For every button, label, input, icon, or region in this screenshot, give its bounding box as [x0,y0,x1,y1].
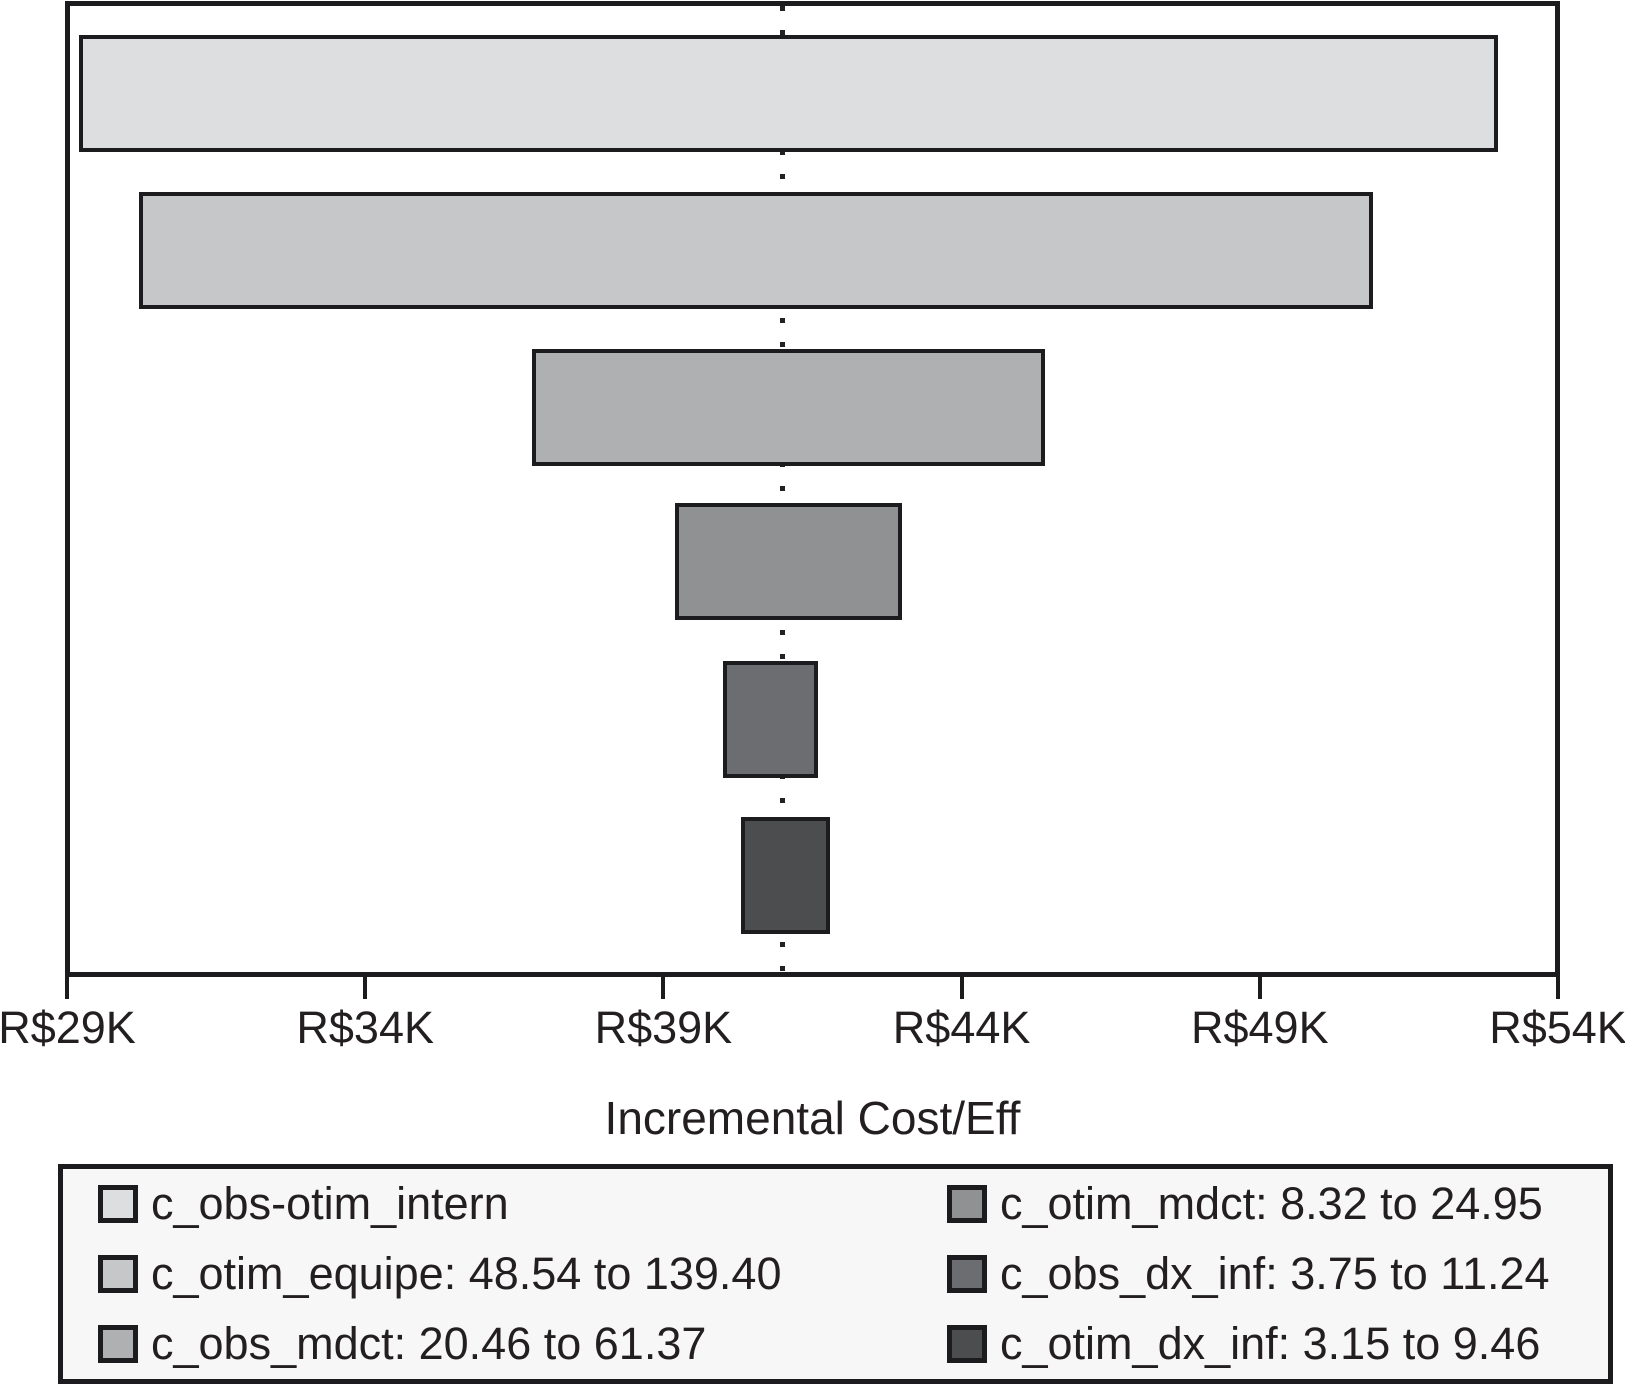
legend-item-c_obs_dx_inf: c_obs_dx_inf: 3.75 to 11.24 [947,1245,1550,1303]
legend-label: c_obs-otim_intern [151,1178,509,1229]
legend-swatch [947,1185,987,1223]
plot-area-frame [65,1,1560,977]
x-axis-tick [1556,977,1560,999]
tornado-bar-c_obs_mdct [532,349,1046,466]
x-axis-title: Incremental Cost/Eff [604,1092,1021,1144]
legend-label: c_obs_mdct: 20.46 to 61.37 [151,1318,707,1369]
tornado-bar-c_obs-otim_intern [78,35,1499,152]
tornado-bar-c_otim_dx_inf [740,817,831,934]
legend-swatch [947,1325,987,1363]
tornado-bar-c_otim_mdct [675,503,902,620]
x-axis-tick [1257,977,1262,999]
x-axis-tick-label: R$29K [0,1002,136,1053]
x-axis-tick-label: R$49K [1191,1002,1329,1053]
x-axis-tick [65,977,69,999]
legend-item-c_obs_mdct: c_obs_mdct: 20.46 to 61.37 [98,1315,706,1373]
legend-label: c_otim_mdct: 8.32 to 24.95 [1000,1178,1543,1229]
legend-swatch [98,1185,138,1223]
legend-item-c_otim_dx_inf: c_otim_dx_inf: 3.15 to 9.46 [947,1315,1540,1373]
x-axis-tick-label: R$44K [892,1002,1031,1053]
legend-label: c_otim_equipe: 48.54 to 139.40 [151,1248,782,1299]
x-axis-tick [661,977,666,999]
legend-swatch [98,1325,138,1363]
legend-item-c_obs-otim_intern: c_obs-otim_intern [98,1175,509,1233]
legend-swatch [98,1255,138,1293]
legend-item-c_otim_equipe: c_otim_equipe: 48.54 to 139.40 [98,1245,781,1303]
legend-box: c_obs-otim_intern c_otim_equipe: 48.54 to… [58,1164,1613,1384]
legend-item-c_otim_mdct: c_otim_mdct: 8.32 to 24.95 [947,1175,1543,1233]
x-axis-tick-label: R$34K [296,1002,434,1053]
tornado-bar-c_otim_equipe [138,192,1374,309]
x-axis-tick-label: R$39K [594,1002,733,1053]
legend-label: c_obs_dx_inf: 3.75 to 11.24 [1000,1248,1550,1299]
x-axis-tick [959,977,964,999]
expected-value-dotted-line [780,6,786,972]
x-axis-tick-label: R$54K [1489,1002,1625,1053]
tornado-bar-c_obs_dx_inf [723,661,819,778]
legend-swatch [947,1255,987,1293]
legend-label: c_otim_dx_inf: 3.15 to 9.46 [1000,1318,1541,1369]
x-axis-tick [363,977,368,999]
